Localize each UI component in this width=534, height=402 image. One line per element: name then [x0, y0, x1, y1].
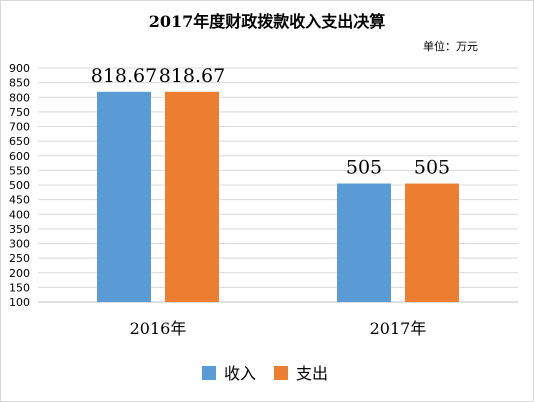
y-tick-label: 200 — [9, 267, 30, 280]
bar-expense — [165, 91, 219, 302]
unit-note: 单位：万元 — [423, 40, 478, 53]
y-tick-label: 350 — [9, 223, 30, 236]
legend-label: 收入 — [224, 364, 256, 383]
chart-title: 2017年度财政拨款收入支出决算 — [148, 12, 386, 31]
data-label: 818.67 — [159, 65, 225, 87]
data-labels: 818.67 818.67 505 505 — [91, 65, 450, 179]
bar-income — [337, 183, 391, 302]
y-tick-label: 500 — [9, 179, 30, 192]
x-category-label: 2017年 — [370, 319, 427, 338]
data-label: 505 — [346, 157, 382, 179]
y-tick-label: 650 — [9, 135, 30, 148]
y-tick-label: 300 — [9, 238, 30, 251]
data-label: 505 — [414, 157, 450, 179]
y-tick-label: 400 — [9, 208, 30, 221]
y-tick-label: 550 — [9, 164, 30, 177]
y-tick-label: 600 — [9, 150, 30, 163]
legend-swatch — [274, 366, 288, 380]
y-tick-label: 450 — [9, 194, 30, 207]
legend: 收入 支出 — [202, 364, 328, 383]
data-label: 818.67 — [91, 65, 157, 87]
y-tick-label: 150 — [9, 281, 30, 294]
legend-label: 支出 — [296, 364, 328, 383]
y-tick-label: 250 — [9, 252, 30, 265]
legend-swatch — [202, 366, 216, 380]
bar-income — [97, 91, 151, 302]
y-tick-label: 750 — [9, 106, 30, 119]
y-tick-label: 850 — [9, 77, 30, 90]
bar-expense — [405, 183, 459, 302]
x-axis-categories: 2016年 2017年 — [130, 319, 427, 338]
bars — [97, 91, 459, 302]
y-tick-label: 800 — [9, 91, 30, 104]
y-tick-label: 700 — [9, 121, 30, 134]
x-category-label: 2016年 — [130, 319, 187, 338]
y-tick-label: 100 — [9, 296, 30, 309]
y-tick-label: 900 — [9, 62, 30, 75]
